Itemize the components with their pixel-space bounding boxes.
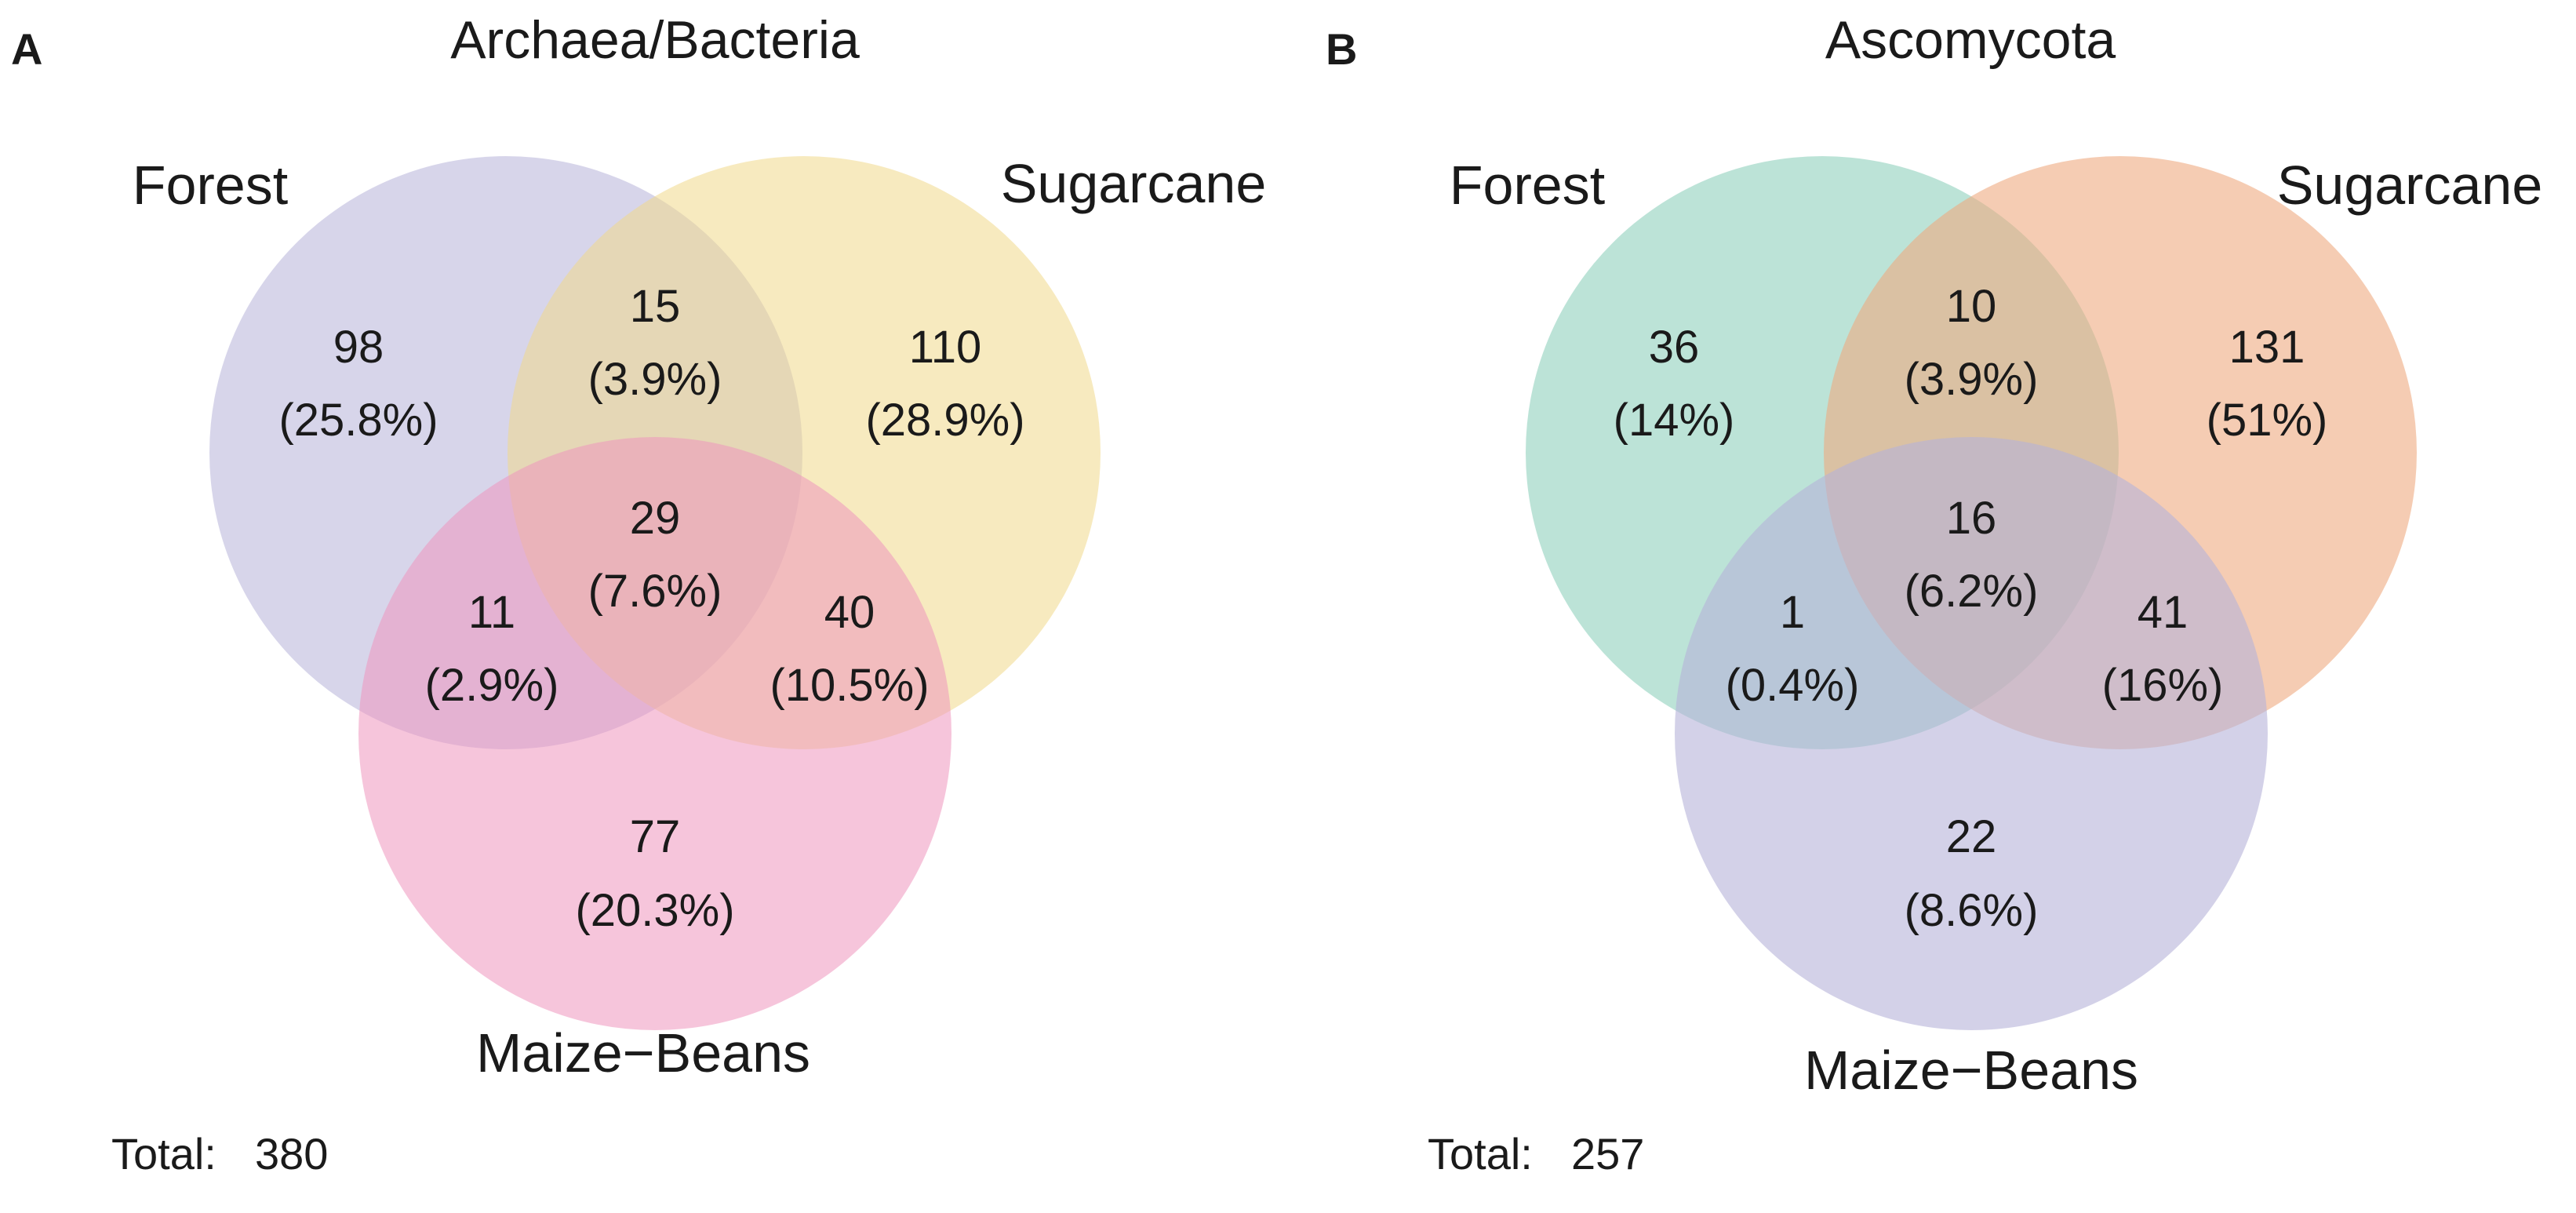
total-value: 257 xyxy=(1571,1129,1644,1178)
region-percent: (20.3%) xyxy=(575,885,734,936)
maize-beans-circle xyxy=(1675,437,2268,1030)
region-forest-only: 98 (25.8%) xyxy=(278,322,438,446)
region-count: 10 xyxy=(1946,281,1997,332)
region-percent: (51%) xyxy=(2207,395,2328,446)
region-maize-only: 22 (8.6%) xyxy=(1905,811,2039,936)
region-count: 41 xyxy=(2138,587,2189,638)
region-count: 98 xyxy=(333,322,384,373)
region-percent: (8.6%) xyxy=(1905,885,2039,936)
region-count: 29 xyxy=(630,493,681,544)
region-maize-only: 77 (20.3%) xyxy=(575,811,734,936)
total-label: Total: xyxy=(1428,1129,1533,1178)
set-label-maize-beans: Maize−Beans xyxy=(476,1022,810,1084)
region-count: 110 xyxy=(909,322,981,373)
region-count: 11 xyxy=(468,587,515,638)
set-label-forest: Forest xyxy=(1450,155,1605,216)
venn-circles xyxy=(209,156,1101,1030)
region-percent: (3.9%) xyxy=(1905,354,2039,405)
set-label-maize-beans: Maize−Beans xyxy=(1804,1040,2138,1101)
venn-circles xyxy=(1526,156,2417,1030)
region-forest-only: 36 (14%) xyxy=(1614,322,1735,446)
region-sugarcane-only: 110 (28.9%) xyxy=(865,322,1024,446)
set-label-sugarcane: Sugarcane xyxy=(2277,155,2543,216)
region-sugarcane-maize: 40 (10.5%) xyxy=(770,587,929,711)
region-percent: (0.4%) xyxy=(1726,660,1860,711)
region-all-three: 16 (6.2%) xyxy=(1905,493,2039,617)
region-count: 15 xyxy=(630,281,681,332)
region-percent: (25.8%) xyxy=(278,395,438,446)
panel-a: A Archaea/Bacteria Forest Sugarcane Maiz… xyxy=(11,10,1266,1178)
region-forest-sugarcane: 10 (3.9%) xyxy=(1905,281,2039,405)
region-count: 1 xyxy=(1780,587,1805,638)
set-label-sugarcane: Sugarcane xyxy=(1001,153,1267,214)
region-percent: (7.6%) xyxy=(588,566,722,617)
region-all-three: 29 (7.6%) xyxy=(588,493,722,617)
region-percent: (3.9%) xyxy=(588,354,722,405)
region-sugarcane-maize: 41 (16%) xyxy=(2102,587,2224,711)
panel-letter: A xyxy=(11,24,42,74)
region-sugarcane-only: 131 (51%) xyxy=(2207,322,2328,446)
panel-title: Ascomycota xyxy=(1825,10,2116,70)
panel-letter: B xyxy=(1326,24,1357,74)
region-count: 131 xyxy=(2229,322,2305,373)
panel-title: Archaea/Bacteria xyxy=(450,10,860,70)
total-label: Total: xyxy=(111,1129,216,1178)
region-percent: (14%) xyxy=(1614,395,1735,446)
set-label-forest: Forest xyxy=(133,155,288,216)
region-count: 22 xyxy=(1946,811,1997,862)
region-forest-sugarcane: 15 (3.9%) xyxy=(588,281,722,405)
total-value: 380 xyxy=(255,1129,328,1178)
region-percent: (6.2%) xyxy=(1905,566,2039,617)
region-count: 16 xyxy=(1946,493,1997,544)
panel-b: B Ascomycota Forest Sugarcane Maize−Bean… xyxy=(1326,10,2542,1178)
maize-beans-circle xyxy=(358,437,951,1030)
region-forest-maize: 11 (2.9%) xyxy=(425,587,559,711)
region-percent: (10.5%) xyxy=(770,660,929,711)
region-percent: (28.9%) xyxy=(865,395,1024,446)
region-forest-maize: 1 (0.4%) xyxy=(1726,587,1860,711)
region-percent: (16%) xyxy=(2102,660,2224,711)
region-count: 36 xyxy=(1649,322,1700,373)
region-count: 77 xyxy=(630,811,681,862)
region-percent: (2.9%) xyxy=(425,660,559,711)
region-count: 40 xyxy=(824,587,875,638)
